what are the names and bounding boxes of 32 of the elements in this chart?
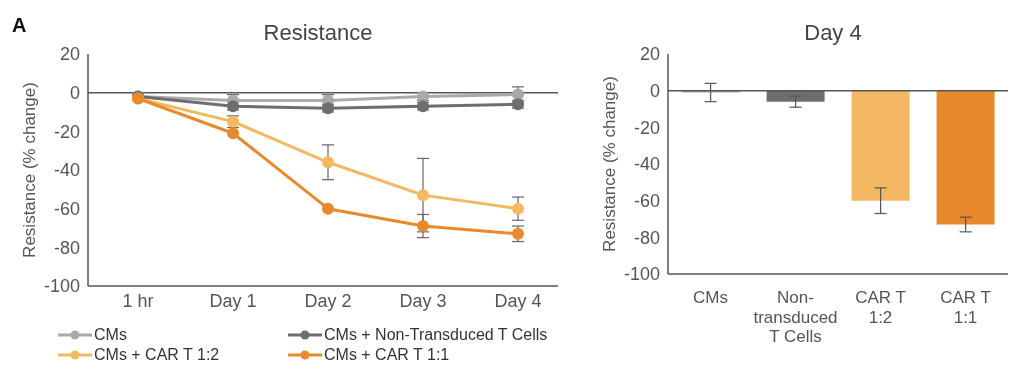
legend-label: CMs + CAR T 1:2 bbox=[94, 346, 220, 364]
x-tick-label: Day 1 bbox=[209, 290, 257, 311]
y-tick-label: -80 bbox=[53, 237, 80, 258]
y-tick-label: -40 bbox=[53, 160, 80, 181]
y-tick-label: -20 bbox=[633, 117, 660, 138]
y-tick-label: -60 bbox=[53, 199, 80, 220]
text: A bbox=[12, 14, 27, 37]
x-tick-label: Day 3 bbox=[399, 290, 447, 311]
y-tick-label: -20 bbox=[53, 121, 80, 142]
legend-label: CMs + CAR T 1:1 bbox=[324, 346, 450, 364]
x-tick-label: 1 hr bbox=[122, 290, 154, 311]
x-tick-label: CAR T 1:2 bbox=[855, 288, 906, 327]
y-axis-title: Resistance (% change) bbox=[600, 76, 620, 252]
y-tick-label: -100 bbox=[623, 264, 660, 285]
y-tick-label: -60 bbox=[633, 191, 660, 212]
y-axis-title: Resistance (% change) bbox=[20, 82, 40, 258]
y-tick-label: 0 bbox=[69, 83, 80, 104]
x-tick-label: CMs bbox=[693, 288, 728, 308]
x-tick-label: Day 2 bbox=[304, 290, 352, 311]
chart-title: Resistance bbox=[263, 20, 373, 45]
y-tick-label: 20 bbox=[59, 44, 80, 65]
chart-title: Day 4 bbox=[803, 19, 863, 45]
y-tick-label: 20 bbox=[639, 44, 660, 65]
legend-label: CMs bbox=[94, 326, 127, 344]
y-tick-label: -100 bbox=[43, 276, 80, 297]
x-tick-label: Non-transduced T Cells bbox=[753, 288, 838, 347]
x-tick-label: Day 4 bbox=[494, 290, 542, 311]
x-tick-label: CAR T 1:1 bbox=[940, 288, 991, 327]
y-tick-label: 0 bbox=[649, 81, 660, 102]
legend-label: CMs + Non-Transduced T Cells bbox=[324, 326, 548, 344]
y-tick-label: -40 bbox=[633, 154, 660, 175]
y-tick-label: -80 bbox=[633, 227, 660, 248]
